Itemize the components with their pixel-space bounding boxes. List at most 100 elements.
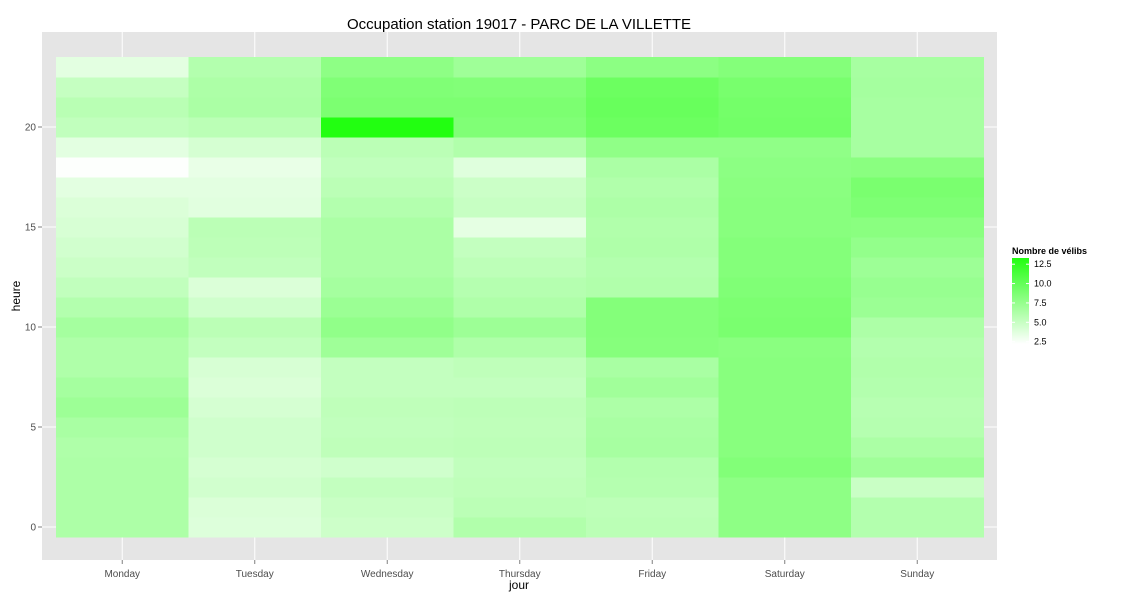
chart-title: Occupation station 19017 - PARC DE LA VI… — [347, 16, 691, 33]
heatmap-cell — [188, 197, 322, 218]
y-tick-label: 15 — [25, 223, 37, 234]
heatmap-cell — [188, 77, 322, 98]
heatmap-cell — [453, 457, 587, 478]
heatmap-cell — [56, 437, 189, 458]
heatmap-cell — [56, 517, 189, 538]
heatmap-cell — [718, 177, 852, 198]
heatmap-cell — [586, 377, 719, 398]
heatmap-cell — [56, 257, 189, 278]
heatmap-cell — [188, 397, 322, 418]
heatmap-cell — [321, 377, 454, 398]
heatmap-cell — [188, 357, 322, 378]
heatmap-cell — [586, 277, 719, 298]
heatmap-cell — [851, 317, 984, 338]
heatmap-cell — [586, 137, 719, 158]
heatmap-cell — [321, 217, 454, 238]
heatmap-cell — [188, 377, 322, 398]
heatmap-cell — [56, 197, 189, 218]
heatmap-cell — [718, 197, 852, 218]
heatmap-cell — [453, 377, 587, 398]
heatmap-cell — [851, 77, 984, 98]
x-tick-label: Monday — [104, 569, 140, 580]
heatmap-cell — [453, 97, 587, 118]
heatmap-cell — [718, 57, 852, 78]
x-axis-title: jour — [508, 578, 529, 592]
heatmap-cell — [453, 77, 587, 98]
heatmap-cell — [586, 317, 719, 338]
heatmap-cell — [718, 77, 852, 98]
heatmap-cell — [56, 77, 189, 98]
heatmap-cell — [56, 177, 189, 198]
heatmap-cell — [321, 337, 454, 358]
heatmap-cell — [188, 477, 322, 498]
heatmap-cell — [851, 297, 984, 318]
heatmap-cell — [851, 177, 984, 198]
heatmap-cell — [851, 497, 984, 518]
heatmap-cell — [56, 277, 189, 298]
legend-tick-label: 5.0 — [1034, 317, 1047, 327]
heatmap-cell — [718, 457, 852, 478]
heatmap-cell — [453, 237, 587, 258]
heatmap-cell — [188, 417, 322, 438]
heatmap-cell — [188, 57, 322, 78]
heatmap-cell — [718, 357, 852, 378]
heatmap-cell — [56, 397, 189, 418]
heatmap-cell — [851, 437, 984, 458]
heatmap-cell — [453, 437, 587, 458]
heatmap-cell — [321, 157, 454, 178]
heatmap-cell — [586, 217, 719, 238]
heatmap-cell — [453, 57, 587, 78]
heatmap-cell — [321, 477, 454, 498]
heatmap-cell — [718, 437, 852, 458]
heatmap-cell — [586, 337, 719, 358]
heatmap-cell — [851, 477, 984, 498]
heatmap-cell — [586, 57, 719, 78]
heatmap-cell — [453, 317, 587, 338]
legend-tick-label: 10.0 — [1034, 279, 1052, 289]
heatmap-cell — [56, 297, 189, 318]
heatmap-cell — [586, 97, 719, 118]
heatmap-cell — [851, 397, 984, 418]
x-axis: Monday Tuesday Wednesday Thursday Friday Satu… — [104, 560, 934, 580]
heatmap-cell — [56, 97, 189, 118]
heatmap-cell — [586, 257, 719, 278]
heatmap-cell — [188, 117, 322, 138]
heatmap-cell — [321, 237, 454, 258]
heatmap-cell — [453, 337, 587, 358]
legend-title: Nombre de vélibs — [1012, 246, 1087, 256]
heatmap-cell — [321, 517, 454, 538]
legend-ticks: 2.5 5.0 7.5 10.0 12.5 — [1012, 259, 1052, 347]
heatmap-cell — [321, 57, 454, 78]
heatmap-cell — [851, 517, 984, 538]
heatmap-cell — [321, 177, 454, 198]
heatmap-cell — [453, 477, 587, 498]
heatmap-cell — [321, 277, 454, 298]
heatmap-cell — [718, 237, 852, 258]
heatmap-cell — [851, 217, 984, 238]
y-axis-title: heure — [9, 280, 23, 311]
heatmap-cell — [188, 97, 322, 118]
heatmap-cell — [188, 137, 322, 158]
heatmap-cell — [586, 237, 719, 258]
heatmap-cell — [188, 337, 322, 358]
heatmap-cell — [188, 277, 322, 298]
heatmap-cell — [321, 497, 454, 518]
heatmap-tiles — [56, 57, 984, 538]
heatmap-cell — [586, 477, 719, 498]
heatmap-cell — [586, 117, 719, 138]
heatmap-cell — [718, 517, 852, 538]
legend-colorbar — [1012, 258, 1029, 344]
heatmap-cell — [321, 197, 454, 218]
heatmap-cell — [453, 137, 587, 158]
heatmap-cell — [718, 257, 852, 278]
heatmap-cell — [851, 237, 984, 258]
heatmap-cell — [321, 97, 454, 118]
y-tick-label: 5 — [30, 423, 36, 434]
heatmap-cell — [56, 137, 189, 158]
heatmap-cell — [321, 137, 454, 158]
heatmap-cell — [586, 157, 719, 178]
heatmap-cell — [188, 157, 322, 178]
heatmap-cell — [586, 457, 719, 478]
heatmap-cell — [851, 337, 984, 358]
heatmap-cell — [321, 317, 454, 338]
